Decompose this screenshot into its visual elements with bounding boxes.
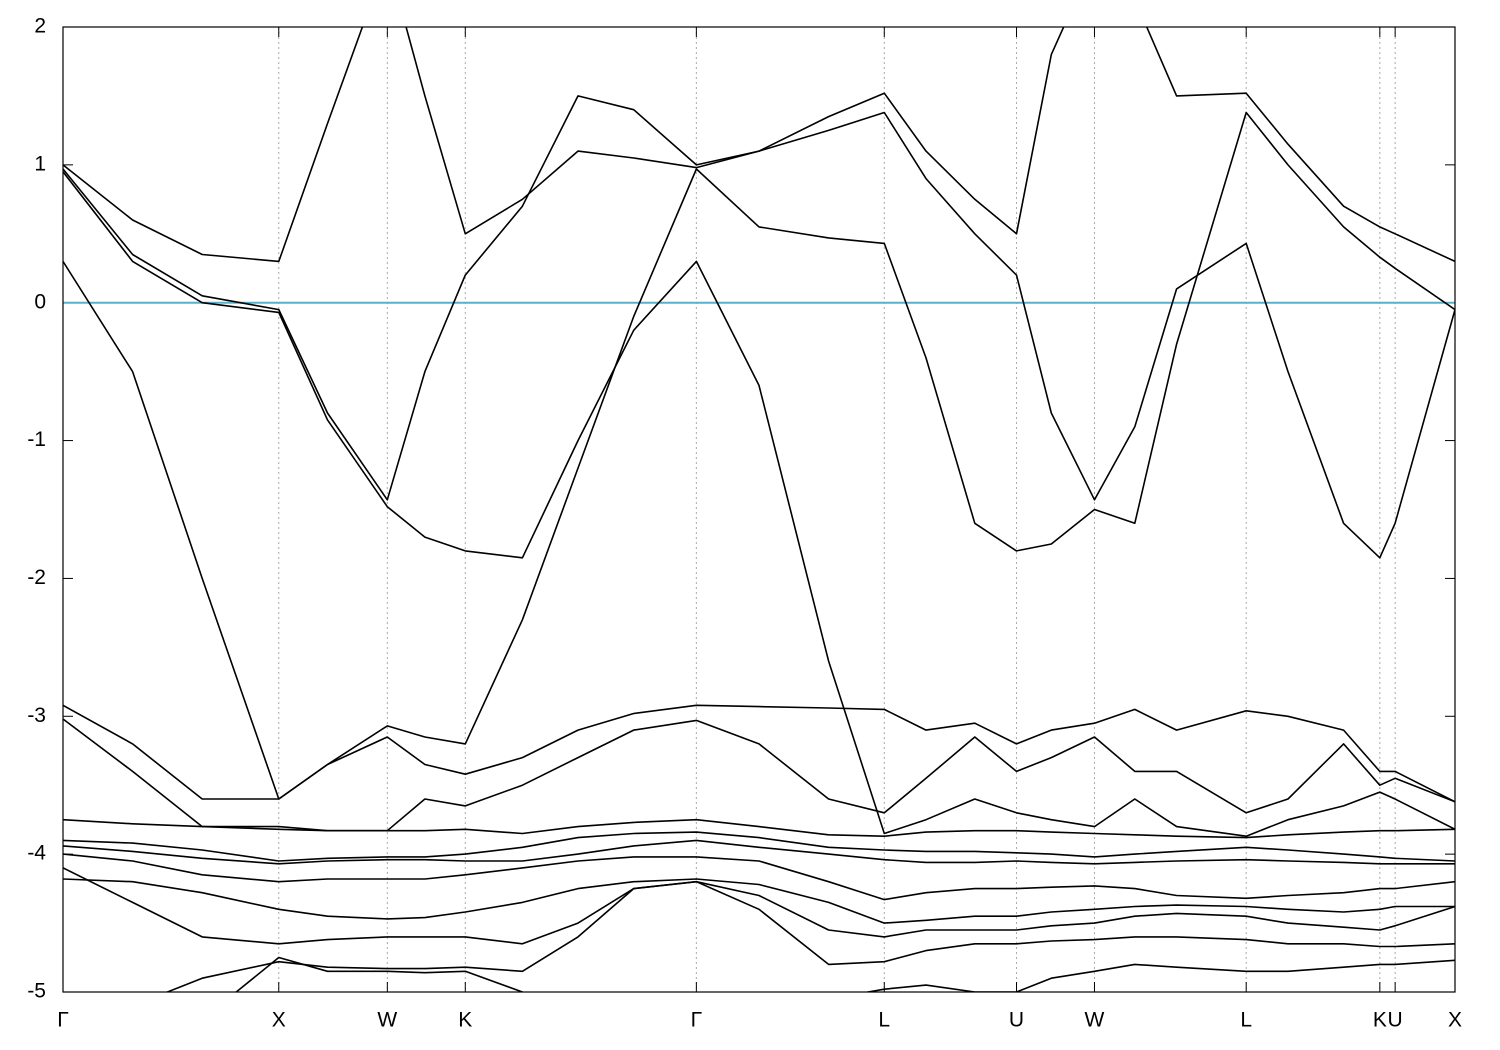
x-tick-label: X: [1448, 1009, 1462, 1032]
band-line: [63, 704, 1455, 803]
plot-area: [63, 27, 1455, 992]
x-tick-label: W: [1085, 1009, 1105, 1032]
x-tick-label: U: [1009, 1009, 1024, 1032]
y-tick-label: -4: [27, 842, 46, 865]
x-tick-label: L: [878, 1009, 890, 1032]
band-line: [63, 867, 1455, 945]
x-tick-label: Γ: [57, 1009, 69, 1032]
x-tick-label: K: [458, 1009, 472, 1032]
x-tick-label: L: [1240, 1009, 1252, 1032]
y-tick-label: 2: [34, 15, 46, 38]
band-line: [234, 956, 1455, 992]
x-tick-label: U: [1388, 1009, 1403, 1032]
band-line: [63, 878, 1455, 924]
x-tick-label: W: [377, 1009, 397, 1032]
y-tick-label: -2: [27, 566, 46, 589]
band-line: [63, 95, 1455, 559]
band-line: [165, 880, 1455, 992]
y-tick-label: 1: [34, 152, 46, 175]
band-line: [63, 839, 1455, 865]
band-line: [63, 818, 1455, 839]
x-tick-label: X: [272, 1009, 286, 1032]
band-line: [63, 831, 1455, 862]
x-tick-label: Γ: [691, 1009, 703, 1032]
y-tick-label: -1: [27, 428, 46, 451]
y-tick-label: -3: [27, 704, 46, 727]
band-line: [63, 27, 1455, 263]
x-tick-label: K: [1373, 1009, 1387, 1032]
y-tick-label: -5: [27, 980, 46, 1003]
y-tick-label: 0: [34, 290, 46, 313]
band-line: [63, 853, 1455, 901]
band-line: [63, 171, 1455, 837]
plot-frame: [62, 26, 1456, 993]
band-line: [63, 111, 1455, 800]
